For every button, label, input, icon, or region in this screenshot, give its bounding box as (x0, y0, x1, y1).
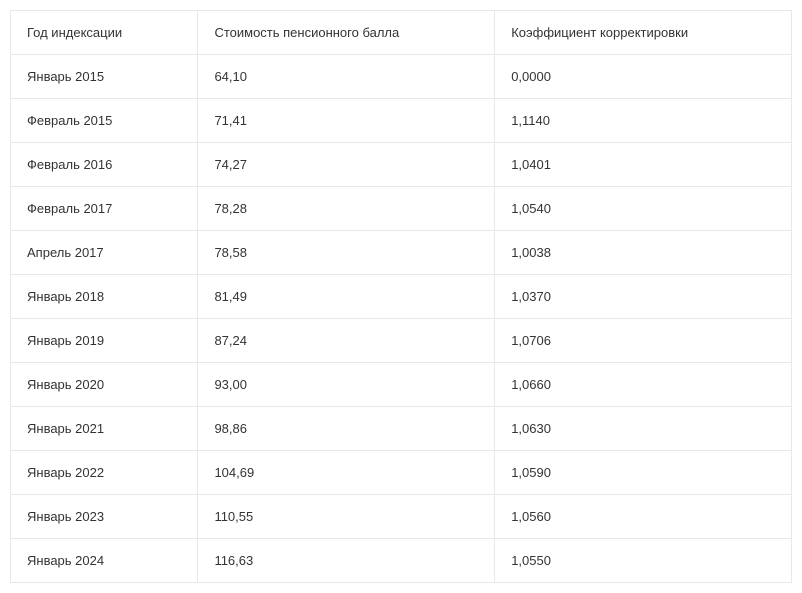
cell-year: Январь 2020 (11, 363, 198, 407)
cell-coefficient: 1,0038 (495, 231, 792, 275)
cell-year: Февраль 2016 (11, 143, 198, 187)
cell-coefficient: 1,1140 (495, 99, 792, 143)
cell-value: 93,00 (198, 363, 495, 407)
column-header-coefficient: Коэффициент корректировки (495, 11, 792, 55)
cell-year: Январь 2022 (11, 451, 198, 495)
table-row: Январь 2021 98,86 1,0630 (11, 407, 792, 451)
column-header-year: Год индексации (11, 11, 198, 55)
cell-value: 87,24 (198, 319, 495, 363)
cell-coefficient: 1,0560 (495, 495, 792, 539)
table-body: Январь 2015 64,10 0,0000 Февраль 2015 71… (11, 55, 792, 583)
table-row: Февраль 2016 74,27 1,0401 (11, 143, 792, 187)
cell-coefficient: 1,0401 (495, 143, 792, 187)
cell-coefficient: 0,0000 (495, 55, 792, 99)
cell-year: Январь 2021 (11, 407, 198, 451)
cell-value: 98,86 (198, 407, 495, 451)
table-row: Январь 2020 93,00 1,0660 (11, 363, 792, 407)
table-row: Февраль 2015 71,41 1,1140 (11, 99, 792, 143)
cell-value: 110,55 (198, 495, 495, 539)
table-row: Январь 2024 116,63 1,0550 (11, 539, 792, 583)
table-header-row: Год индексации Стоимость пенсионного бал… (11, 11, 792, 55)
cell-value: 81,49 (198, 275, 495, 319)
table-row: Февраль 2017 78,28 1,0540 (11, 187, 792, 231)
cell-year: Январь 2024 (11, 539, 198, 583)
cell-year: Январь 2023 (11, 495, 198, 539)
table-row: Апрель 2017 78,58 1,0038 (11, 231, 792, 275)
cell-value: 74,27 (198, 143, 495, 187)
cell-coefficient: 1,0630 (495, 407, 792, 451)
pension-index-table: Год индексации Стоимость пенсионного бал… (10, 10, 792, 583)
cell-value: 116,63 (198, 539, 495, 583)
table-row: Январь 2022 104,69 1,0590 (11, 451, 792, 495)
cell-value: 71,41 (198, 99, 495, 143)
column-header-value: Стоимость пенсионного балла (198, 11, 495, 55)
cell-year: Январь 2019 (11, 319, 198, 363)
cell-coefficient: 1,0370 (495, 275, 792, 319)
cell-coefficient: 1,0706 (495, 319, 792, 363)
cell-coefficient: 1,0540 (495, 187, 792, 231)
cell-year: Февраль 2017 (11, 187, 198, 231)
cell-coefficient: 1,0590 (495, 451, 792, 495)
cell-coefficient: 1,0660 (495, 363, 792, 407)
cell-coefficient: 1,0550 (495, 539, 792, 583)
cell-value: 64,10 (198, 55, 495, 99)
table-row: Январь 2018 81,49 1,0370 (11, 275, 792, 319)
cell-year: Январь 2018 (11, 275, 198, 319)
cell-year: Февраль 2015 (11, 99, 198, 143)
cell-value: 78,28 (198, 187, 495, 231)
table-row: Январь 2015 64,10 0,0000 (11, 55, 792, 99)
cell-year: Апрель 2017 (11, 231, 198, 275)
cell-value: 78,58 (198, 231, 495, 275)
table-row: Январь 2019 87,24 1,0706 (11, 319, 792, 363)
cell-year: Январь 2015 (11, 55, 198, 99)
table-row: Январь 2023 110,55 1,0560 (11, 495, 792, 539)
cell-value: 104,69 (198, 451, 495, 495)
